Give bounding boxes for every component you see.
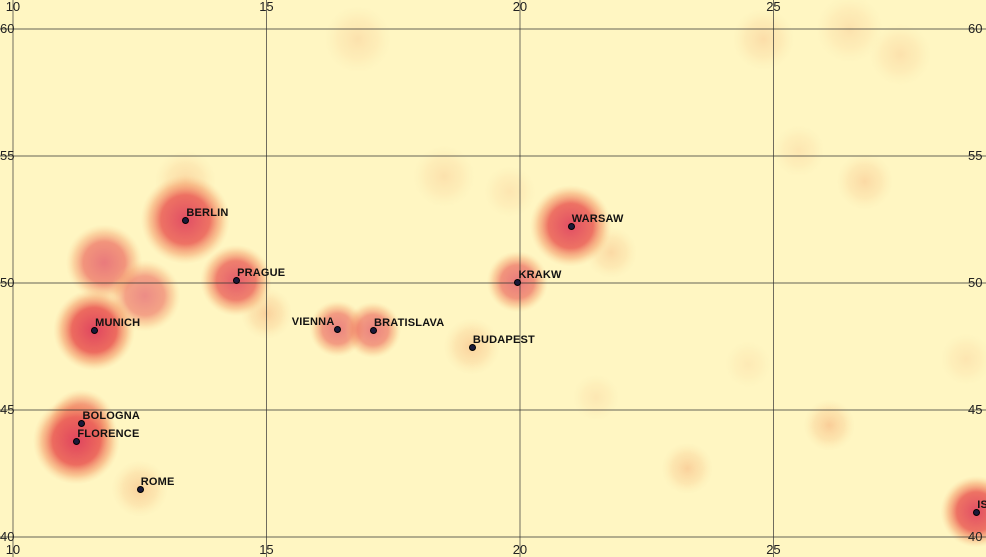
- city-marker-budapest[interactable]: [468, 343, 476, 351]
- lat-tick-left-40: 40: [0, 529, 15, 544]
- lon-tick-top-15: 15: [259, 0, 274, 14]
- city-marker-munich[interactable]: [91, 326, 99, 334]
- city-label-vienna: VIENNA: [291, 315, 335, 328]
- city-marker-bologna[interactable]: [78, 419, 86, 427]
- lon-tick-bottom-10: 10: [5, 542, 21, 557]
- lat-tick-left-50: 50: [0, 275, 15, 290]
- city-label-bologna: BOLOGNA: [82, 409, 141, 422]
- city-label-krakw: KRAKW: [518, 268, 562, 281]
- city-marker-vienna[interactable]: [334, 325, 342, 333]
- city-marker-rome[interactable]: [136, 485, 144, 493]
- lat-tick-left-55: 55: [0, 148, 15, 163]
- lat-tick-right-60: 60: [968, 21, 983, 36]
- lat-tick-right-55: 55: [968, 148, 983, 163]
- city-marker-krakw[interactable]: [514, 278, 522, 286]
- lon-tick-bottom-20: 20: [512, 542, 528, 557]
- city-marker-berlin[interactable]: [182, 216, 190, 224]
- city-marker-warsaw[interactable]: [567, 222, 575, 230]
- city-label-bratislava: BRATISLAVA: [373, 316, 445, 329]
- lat-tick-left-45: 45: [0, 402, 15, 417]
- city-marker-bratislava[interactable]: [369, 326, 377, 334]
- city-marker-florence[interactable]: [73, 437, 81, 445]
- city-label-munich: MUNICH: [95, 316, 141, 329]
- city-marker-prague[interactable]: [233, 277, 241, 285]
- city-label-budapest: BUDAPEST: [472, 333, 535, 346]
- city-label-florence: FLORENCE: [77, 427, 140, 440]
- city-marker-istanbul[interactable]: [973, 508, 981, 516]
- city-label-warsaw: WARSAW: [571, 212, 624, 225]
- lat-tick-right-45: 45: [968, 402, 983, 417]
- lat-tick-right-40: 40: [968, 529, 983, 544]
- lon-tick-top-10: 10: [5, 0, 21, 14]
- city-label-rome: ROME: [140, 475, 175, 488]
- lon-tick-bottom-25: 25: [766, 542, 781, 557]
- city-label-berlin: BERLIN: [186, 206, 229, 219]
- city-label-prague: PRAGUE: [237, 267, 286, 280]
- lat-tick-left-60: 60: [0, 21, 15, 36]
- lon-tick-bottom-15: 15: [259, 542, 274, 557]
- lat-tick-right-50: 50: [968, 275, 983, 290]
- lon-tick-top-20: 20: [512, 0, 528, 14]
- city-label-istanbul: ISTANBUL: [977, 498, 986, 511]
- lon-tick-top-25: 25: [766, 0, 781, 14]
